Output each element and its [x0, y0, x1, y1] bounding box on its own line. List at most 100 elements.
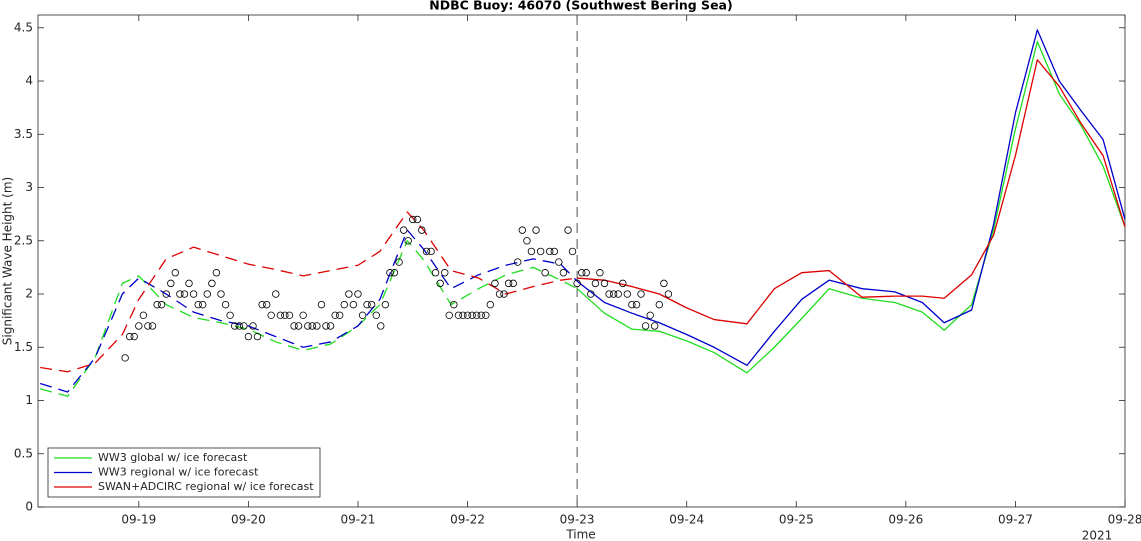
observation-point — [568, 247, 577, 256]
observation-point — [212, 269, 221, 277]
observation-point — [445, 311, 453, 320]
observation-point — [409, 215, 417, 224]
observation-point — [509, 279, 517, 288]
observation-point — [326, 322, 335, 330]
legend-box — [47, 447, 321, 498]
observation-point — [354, 290, 362, 298]
series-line — [40, 240, 578, 397]
observation-point — [345, 290, 353, 298]
observation-point — [349, 300, 358, 309]
observation-point — [372, 311, 380, 320]
observation-point — [139, 311, 148, 320]
legend-label: WW3 regional w/ ice forecast — [98, 466, 259, 479]
observation-point — [559, 269, 568, 277]
observation-point — [313, 322, 321, 330]
observation-point — [377, 322, 385, 330]
observation-point — [500, 290, 508, 298]
observation-point — [523, 237, 531, 245]
observation-point — [541, 269, 549, 277]
y-tick-label: 4.5 — [14, 20, 33, 34]
observation-point — [276, 311, 285, 320]
x-tick-label: 09-23 — [560, 513, 595, 527]
observation-point — [130, 332, 138, 341]
observation-point — [294, 322, 303, 330]
observation-point — [189, 290, 198, 298]
observation-point — [441, 269, 449, 277]
chart-title: NDBC Buoy: 46070 (Southwest Bering Sea) — [429, 0, 732, 13]
series-line — [576, 40, 1126, 374]
observation-point — [367, 300, 376, 309]
observation-point — [262, 300, 271, 309]
x-tick-label: 09-28 — [1108, 513, 1141, 527]
observation-point — [637, 290, 645, 298]
observation-point — [628, 300, 636, 309]
y-axis-label: Significant Wave Height (m) — [1, 177, 15, 345]
observation-point — [176, 290, 184, 298]
x-axis-label: Time — [565, 528, 595, 541]
observation-point — [157, 300, 166, 309]
observation-point — [244, 332, 253, 341]
observation-point — [322, 322, 330, 330]
series-line — [577, 59, 1126, 325]
observation-point — [614, 290, 622, 298]
observation-point — [253, 332, 262, 341]
x-tick-label: 09-24 — [669, 513, 704, 527]
observation-point — [399, 226, 408, 234]
observation-point — [148, 322, 157, 330]
observation-point — [290, 322, 298, 330]
observation-point — [404, 237, 412, 245]
legend-label: SWAN+ADCIRC regional w/ ice forecast — [98, 480, 314, 493]
observation-point — [518, 226, 527, 234]
observation-point — [609, 290, 618, 298]
observation-point — [267, 311, 275, 320]
observation-point — [331, 311, 339, 320]
observation-point — [358, 311, 367, 320]
observation-point — [486, 300, 495, 309]
x-tick-label: 09-26 — [888, 513, 923, 527]
observation-point — [317, 300, 326, 309]
observation-point — [504, 279, 513, 288]
observation-point — [335, 311, 344, 320]
y-tick-label: 4 — [25, 74, 33, 88]
observation-point — [431, 269, 440, 277]
observation-point — [299, 311, 307, 320]
observation-point — [450, 300, 458, 309]
observation-point — [395, 258, 403, 266]
observation-point — [641, 322, 650, 330]
observation-point — [226, 311, 234, 320]
x-tick-label: 09-25 — [779, 513, 814, 527]
series-line — [40, 211, 578, 373]
observation-point — [217, 290, 225, 298]
y-tick-label: 2 — [25, 287, 33, 301]
observation-point — [605, 290, 613, 298]
observation-point — [600, 279, 609, 288]
observation-point — [582, 269, 590, 277]
x-tick-label: 09-22 — [450, 513, 485, 527]
observation-point — [208, 279, 216, 288]
observation-point — [564, 226, 572, 234]
observation-point — [578, 269, 586, 277]
observation-point — [587, 290, 595, 298]
y-tick-label: 1.5 — [14, 340, 33, 354]
observation-point — [468, 311, 476, 320]
y-tick-label: 3 — [25, 180, 33, 194]
observation-point — [235, 322, 243, 330]
observation-point — [363, 300, 371, 309]
observation-point — [491, 279, 499, 288]
observation-point — [660, 279, 668, 288]
observation-point — [619, 279, 627, 288]
observation-point — [495, 290, 504, 298]
observation-point — [390, 269, 399, 277]
observation-point — [198, 300, 207, 309]
observation-point — [304, 322, 312, 330]
y-tick-label: 0.5 — [14, 446, 33, 460]
observation-point — [340, 300, 348, 309]
observation-point — [418, 226, 426, 234]
x-year-label: 2021 — [1082, 529, 1113, 541]
x-tick-label: 09-27 — [998, 513, 1033, 527]
observation-point — [514, 258, 522, 266]
observation-point — [144, 322, 152, 330]
observation-point — [194, 300, 202, 309]
series-line — [39, 229, 578, 393]
y-tick-label: 2.5 — [14, 233, 33, 247]
